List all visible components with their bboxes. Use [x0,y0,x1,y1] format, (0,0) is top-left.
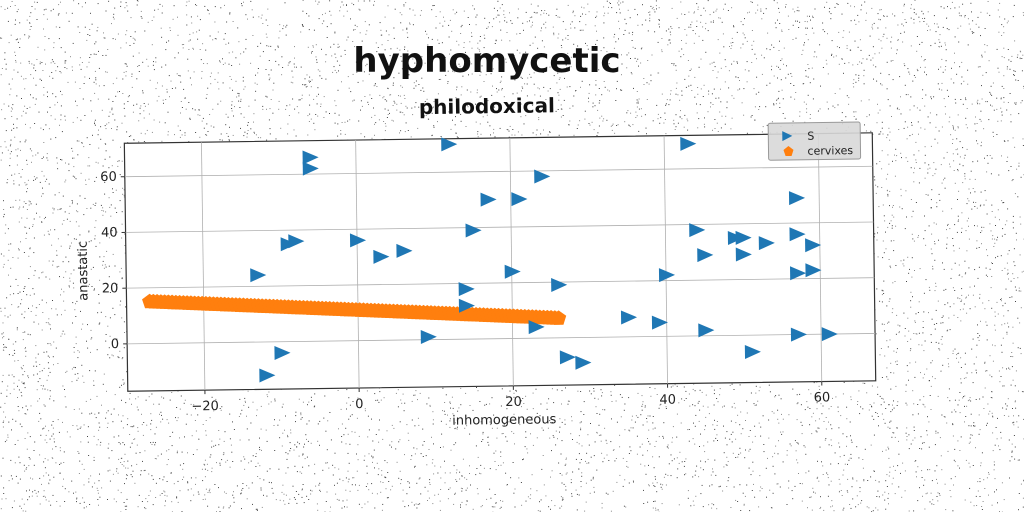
legend: S cervixes [768,122,861,160]
legend-label-s: S [807,130,814,143]
axes-title: philodoxical [419,93,555,119]
x-tick-label: 60 [814,390,831,405]
suptitle: hyphomycetic [353,41,620,81]
x-tick-label: 20 [505,395,522,410]
y-tick-label: 0 [111,337,119,352]
x-axis-label: inhomogeneous [452,412,557,428]
y-tick-label: 20 [102,281,119,296]
legend-label-cervixes: cervixes [807,144,853,158]
x-tick-label: 40 [659,393,676,408]
y-tick-label: 40 [101,226,118,241]
y-axis-label: anastatic [76,241,92,301]
y-tick-label: 60 [100,170,117,185]
x-tick-label: −20 [191,399,219,414]
x-tick-label: 0 [355,397,363,412]
